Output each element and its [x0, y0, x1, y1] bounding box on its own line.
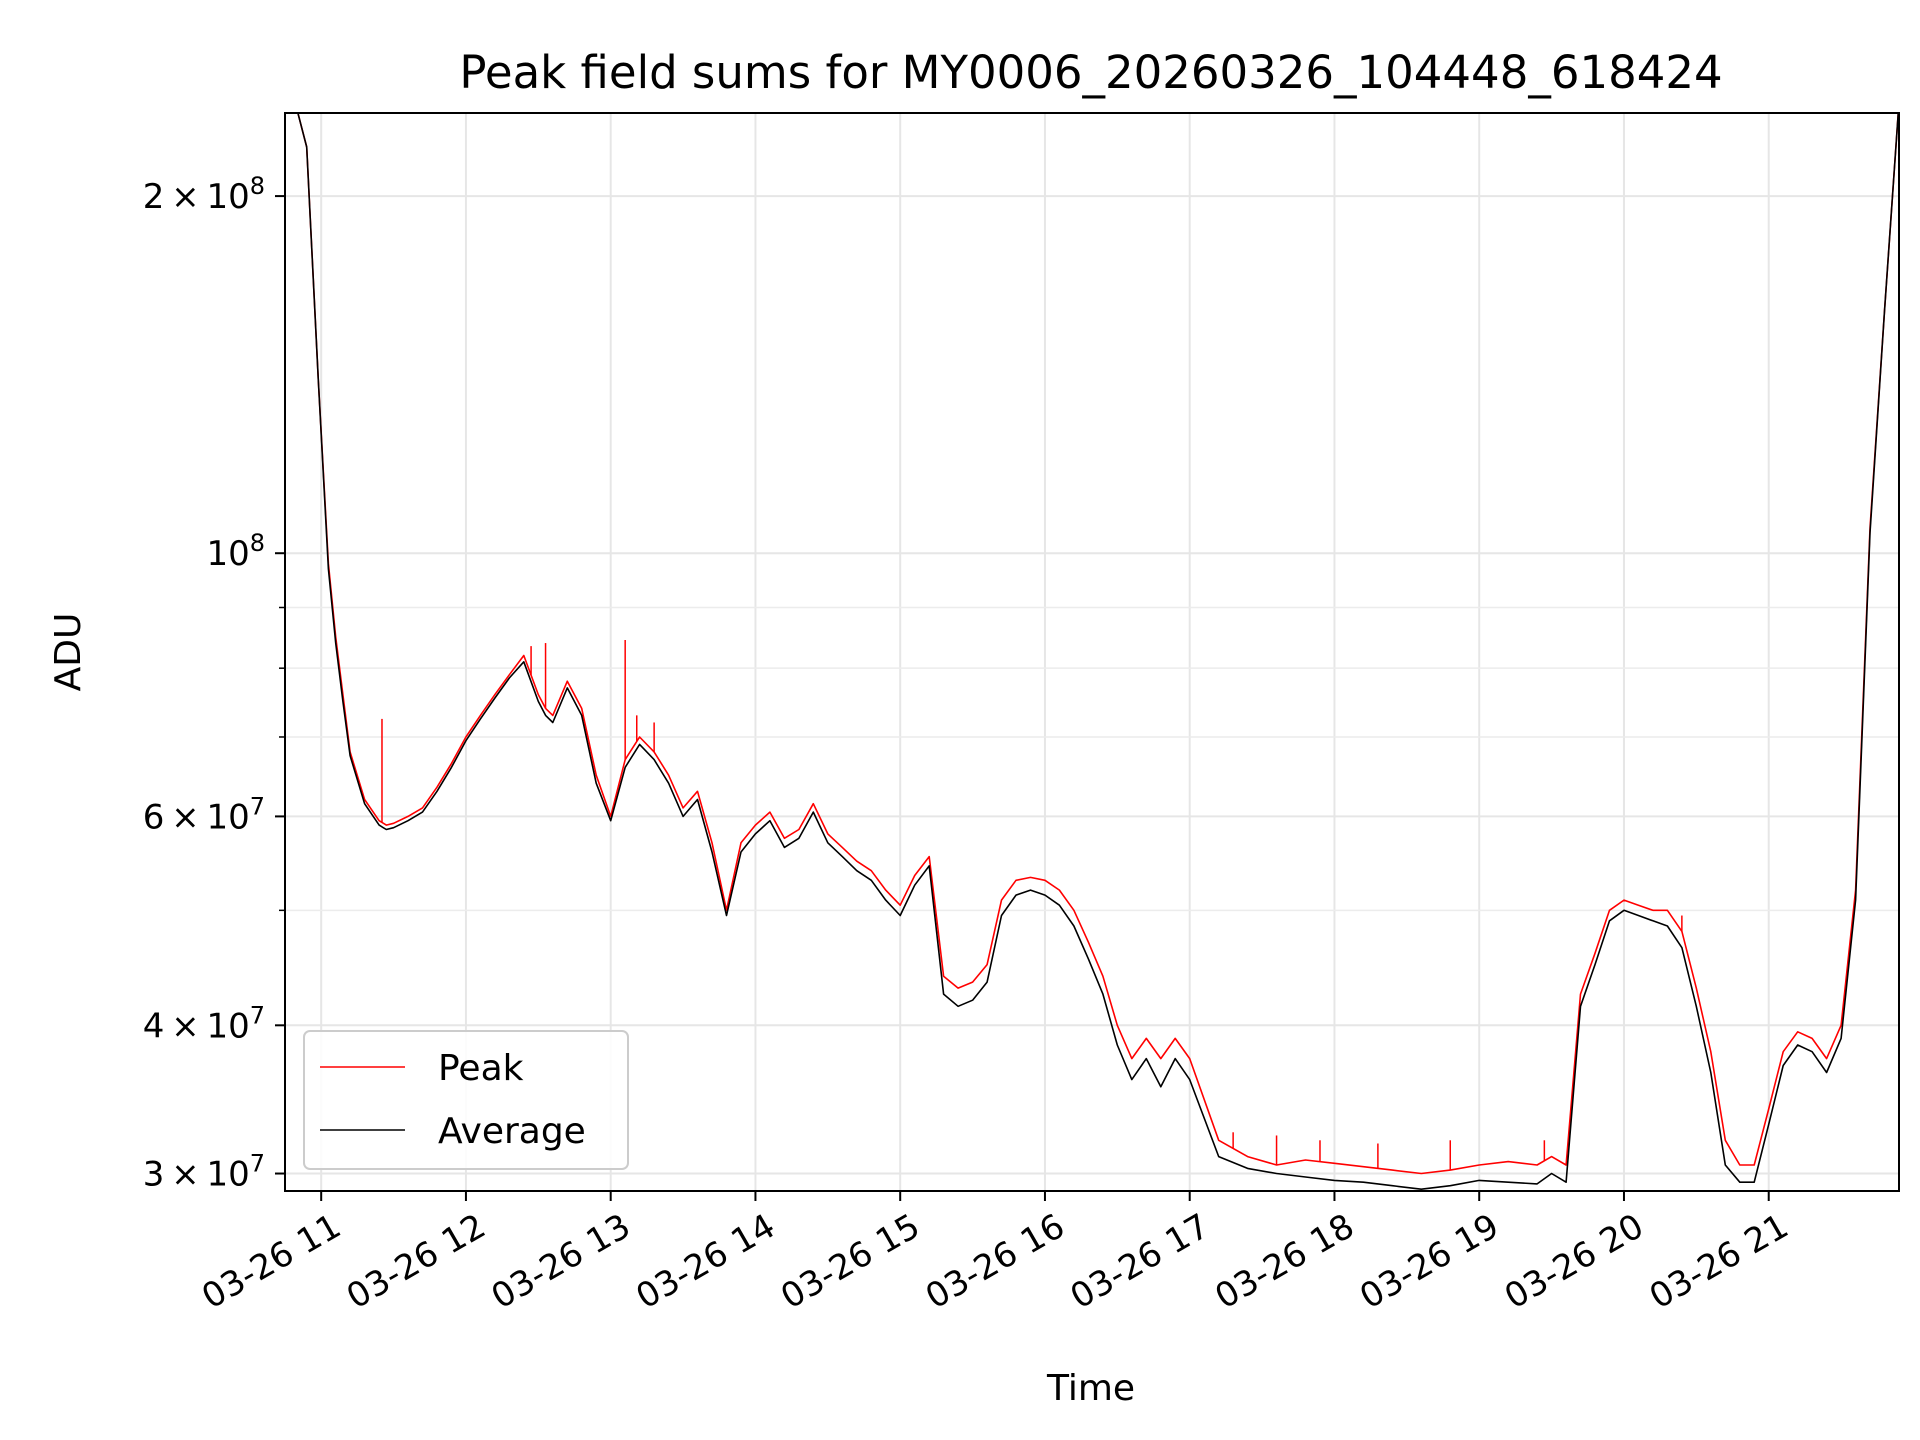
y-tick-exponent: 8 — [250, 529, 265, 557]
series-line-peak — [297, 113, 1899, 1175]
y-tick-exponent: 7 — [250, 1001, 265, 1029]
x-axis-label: Time — [1046, 1368, 1135, 1409]
chart-title: Peak field sums for MY0006_20260326_1044… — [459, 46, 1722, 99]
y-axis-label: ADU — [48, 613, 89, 692]
legend: Peak Average — [303, 1030, 629, 1170]
series-line-average — [297, 113, 1899, 1190]
y-tick-label: 3 × 107 — [143, 1150, 265, 1195]
y-tick-label: 4 × 107 — [143, 1001, 265, 1046]
y-tick-exponent: 7 — [250, 1150, 265, 1178]
legend-label-peak: Peak — [438, 1048, 524, 1089]
series-layer — [297, 113, 1899, 1190]
grid — [285, 113, 1899, 1191]
plot-frame — [284, 112, 1900, 1192]
y-tick-label: 6 × 107 — [143, 792, 265, 837]
y-tick-exponent: 8 — [250, 172, 265, 200]
legend-box — [303, 1030, 629, 1170]
y-tick-exponent: 7 — [250, 792, 265, 820]
y-tick-label: 2 × 108 — [143, 172, 265, 217]
legend-label-average: Average — [438, 1111, 586, 1152]
